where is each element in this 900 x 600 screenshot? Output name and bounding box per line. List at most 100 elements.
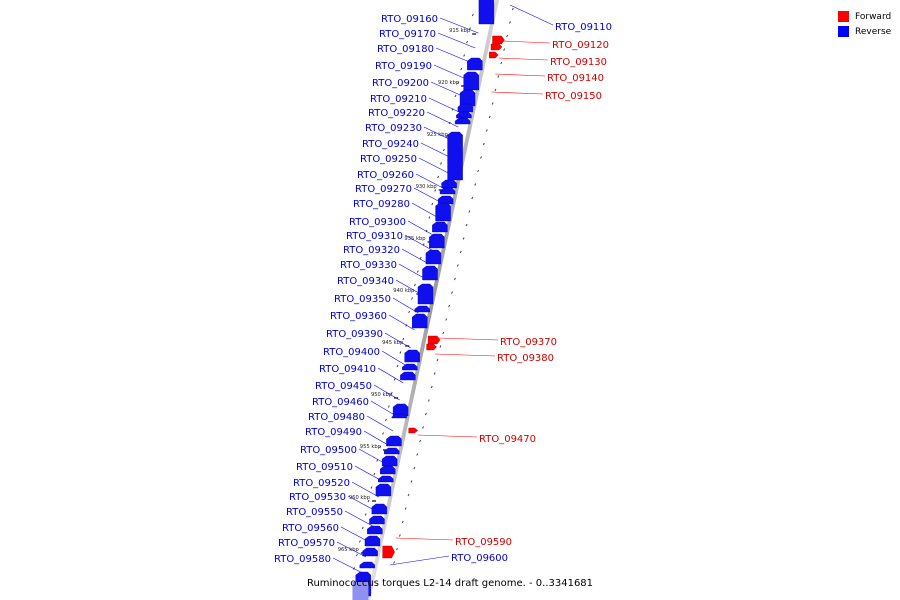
- strand-dot: [503, 48, 506, 51]
- strand-dot: [419, 256, 422, 260]
- reverse-gene-glyph: [456, 111, 472, 119]
- strand-dot: [456, 264, 459, 267]
- strand-dot: [424, 412, 427, 416]
- strand-dot: [453, 277, 456, 281]
- scale-tick-label: 920 kbp: [438, 80, 460, 86]
- reverse-leader-line: [381, 350, 408, 367]
- forward-gene-glyph: [492, 35, 505, 45]
- strand-dot: [488, 115, 491, 119]
- scale-tick-label: 960 kbp: [349, 495, 371, 501]
- reverse-gene-glyph: [439, 187, 456, 195]
- forward-gene-glyph: [426, 343, 437, 351]
- reverse-gene-glyph: [429, 233, 445, 249]
- forward-gene-glyph: [427, 335, 441, 345]
- gene-label-rto_09160: RTO_09160: [381, 14, 438, 25]
- strand-dot: [474, 183, 477, 186]
- gene-label-rto_09190: RTO_09190: [375, 61, 432, 72]
- strand-dot: [437, 175, 440, 179]
- strand-dot: [401, 520, 404, 524]
- strand-dot: [427, 399, 430, 402]
- reverse-gene-glyph: [402, 363, 418, 371]
- reverse-gene-glyph: [459, 89, 476, 107]
- strand-dot: [445, 135, 448, 138]
- reverse-leader-line: [398, 263, 426, 280]
- reverse-gene-glyph: [425, 249, 442, 265]
- strand-dot: [439, 345, 442, 348]
- legend-item-forward: Forward: [838, 9, 891, 24]
- reverse-leader-line: [407, 220, 436, 237]
- strand-dot: [442, 331, 445, 335]
- strand-dot: [494, 88, 497, 92]
- strand-dot: [416, 270, 419, 273]
- gene-label-rto_09570: RTO_09570: [278, 538, 335, 549]
- strand-dot: [411, 297, 413, 300]
- reverse-leader-line: [354, 465, 383, 482]
- strand-dot: [405, 324, 408, 327]
- reverse-leader-line: [430, 81, 465, 98]
- leader-line: [502, 40, 551, 44]
- gene-label-rto_09130: RTO_09130: [550, 57, 607, 68]
- strand-dot: [465, 223, 468, 227]
- gene-label-rto_09300: RTO_09300: [349, 217, 406, 228]
- reverse-leader-line: [418, 157, 449, 174]
- strand-dot: [387, 405, 390, 408]
- reverse-gene-glyph: [404, 349, 420, 363]
- reverse-leader-line: [420, 142, 452, 159]
- strand-dot: [509, 21, 511, 24]
- strand-dot: [396, 547, 398, 551]
- gene-label-rto_09500: RTO_09500: [300, 445, 357, 456]
- reverse-gene-glyph: [386, 435, 402, 447]
- forward-gene-glyph: [490, 43, 503, 51]
- strand-dot: [459, 250, 462, 254]
- reverse-gene-glyph: [454, 117, 471, 125]
- leader-line: [395, 537, 454, 541]
- strand-dot: [393, 561, 396, 564]
- gene-label-rto_09350: RTO_09350: [334, 294, 391, 305]
- gene-label-rto_09110: RTO_09110: [555, 22, 612, 33]
- gene-label-rto_09580: RTO_09580: [274, 554, 331, 565]
- gene-label-rto_09340: RTO_09340: [337, 276, 394, 287]
- forward-swatch: [838, 11, 849, 22]
- strand-dot: [407, 493, 410, 497]
- legend-label-forward: Forward: [855, 11, 892, 22]
- reverse-leader-line: [415, 173, 446, 190]
- gene-label-rto_09140: RTO_09140: [547, 73, 604, 84]
- strand-dot: [471, 13, 474, 17]
- gene-label-rto_09200: RTO_09200: [372, 78, 429, 89]
- gene-label-rto_09400: RTO_09400: [323, 347, 380, 358]
- reverse-gene-glyph: [378, 475, 394, 483]
- strand-dot: [408, 310, 411, 314]
- reverse-leader-line: [439, 17, 479, 34]
- reverse-gene-glyph: [478, 0, 495, 25]
- strand-dot: [419, 439, 422, 443]
- strand-dot: [454, 94, 457, 98]
- reverse-leader-line: [392, 297, 419, 314]
- reverse-leader-line: [433, 64, 469, 81]
- reverse-leader-line: [404, 234, 432, 251]
- gene-label-rto_09600: RTO_09600: [451, 553, 508, 564]
- gene-label-rto_09320: RTO_09320: [343, 245, 400, 256]
- gene-label-rto_09470: RTO_09470: [479, 434, 536, 445]
- scale-tick-label: 965 kbp: [338, 547, 360, 553]
- strand-dot: [477, 169, 480, 173]
- strand-dot: [356, 553, 358, 557]
- strand-dot: [364, 513, 367, 516]
- strand-dot: [422, 426, 424, 429]
- gene-label-rto_09360: RTO_09360: [330, 311, 387, 322]
- reverse-leader-line: [388, 314, 415, 331]
- reverse-leader-line: [437, 32, 476, 49]
- strand-dot: [390, 391, 393, 395]
- reverse-leader-line: [377, 367, 404, 384]
- strand-dot: [398, 534, 401, 537]
- gene-label-rto_09230: RTO_09230: [365, 123, 422, 134]
- forward-gene-glyph: [489, 51, 499, 59]
- gene-label-rto_09240: RTO_09240: [362, 139, 419, 150]
- strand-dot: [361, 526, 364, 530]
- reverse-gene-glyph: [384, 447, 400, 455]
- reverse-leader-line: [366, 415, 394, 432]
- strand-dot: [416, 453, 419, 456]
- reverse-leader-line: [363, 430, 390, 447]
- strand-dot: [410, 480, 413, 483]
- reverse-gene-glyph: [371, 503, 388, 515]
- gene-label-rto_09370: RTO_09370: [500, 337, 557, 348]
